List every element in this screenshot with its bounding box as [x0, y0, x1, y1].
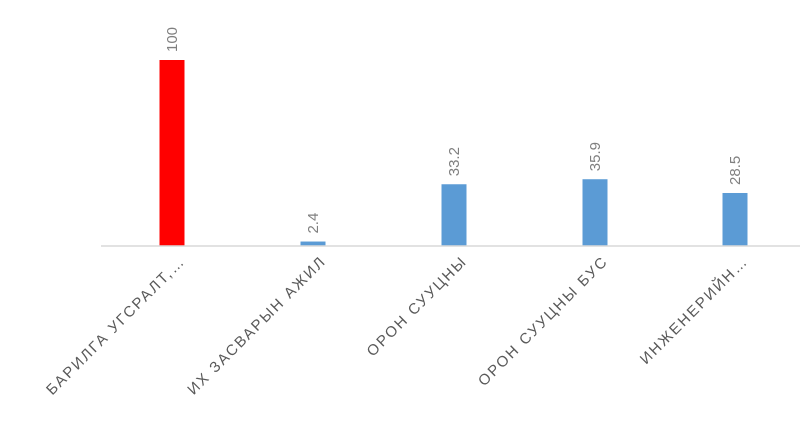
data-labels-group: 100 2.4 33.2 35.9 28.5 [164, 27, 744, 234]
bar-4 [582, 179, 608, 246]
category-label-1: БАРИЛГА УГСРАЛТ,… [43, 253, 189, 399]
data-label-2: 2.4 [305, 213, 322, 234]
data-label-5: 28.5 [727, 156, 744, 185]
category-labels-group: БАРИЛГА УГСРАЛТ,…ИХ ЗАСВАРЫН АЖИЛ ОРОН СУ… [43, 252, 752, 398]
bar-1 [159, 60, 185, 246]
category-label-3: ОРОН СУУЦНЫ [364, 253, 471, 360]
bar-3 [441, 184, 467, 246]
bar-2 [300, 241, 326, 246]
data-label-3: 33.2 [446, 147, 463, 176]
category-label-2: ИХ ЗАСВАРЫН АЖИЛ [184, 253, 330, 399]
data-label-1: 100 [164, 27, 181, 52]
bar-5 [722, 192, 748, 246]
data-label-4: 35.9 [587, 142, 604, 171]
bars-group [159, 60, 748, 246]
category-label-5: ИНЖЕНЕРИЙН… [636, 252, 752, 368]
category-label-4: ОРОН СУУЦНЫ БУС [475, 253, 612, 390]
